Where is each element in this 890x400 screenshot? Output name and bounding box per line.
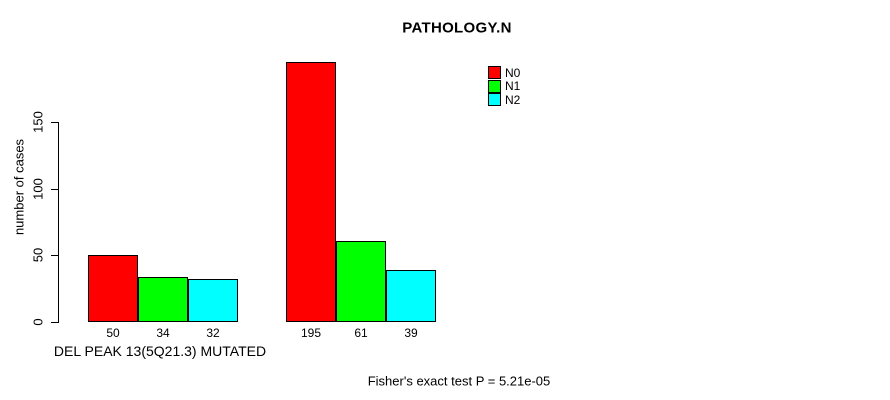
legend-label-N2: N2 [505, 92, 521, 107]
legend-swatch-N0 [488, 66, 501, 79]
bar-N1-group1 [138, 276, 188, 322]
legend-swatch-N2 [488, 93, 501, 106]
legend-label-N1: N1 [505, 79, 521, 93]
chart-title: PATHOLOGY.N [402, 19, 512, 37]
bar-value-label: 61 [354, 326, 368, 340]
bar-N2-group2 [386, 270, 436, 322]
y-axis-line [58, 122, 59, 323]
x-group-label: DEL PEAK 13(5Q21.3) MUTATED [53, 343, 267, 359]
bar-value-label: 50 [106, 326, 120, 340]
bar-N0-group1 [88, 255, 138, 322]
y-axis-tick [51, 189, 58, 190]
bar-value-label: 39 [404, 326, 418, 340]
legend-label-N0: N0 [505, 65, 521, 80]
y-axis-tick [51, 322, 58, 323]
y-axis-label: number of cases [11, 138, 27, 236]
bar-value-label: 195 [300, 326, 322, 340]
bar-value-label: 32 [206, 326, 220, 340]
y-axis-tick-label: 100 [30, 177, 46, 200]
y-axis-tick [51, 122, 58, 123]
bar-N1-group2 [336, 240, 386, 322]
bar-N2-group1 [188, 279, 238, 322]
caption-annotation: Fisher's exact test P = 5.21e-05 [367, 373, 551, 389]
bar-N0-group2 [286, 62, 336, 322]
legend-swatch-N1 [488, 79, 501, 93]
y-axis-tick-label: 0 [30, 318, 46, 326]
y-axis-tick-label: 150 [30, 111, 46, 133]
y-axis-tick-label: 50 [30, 248, 46, 263]
y-axis-tick [51, 255, 58, 256]
bar-value-label: 34 [156, 326, 170, 340]
